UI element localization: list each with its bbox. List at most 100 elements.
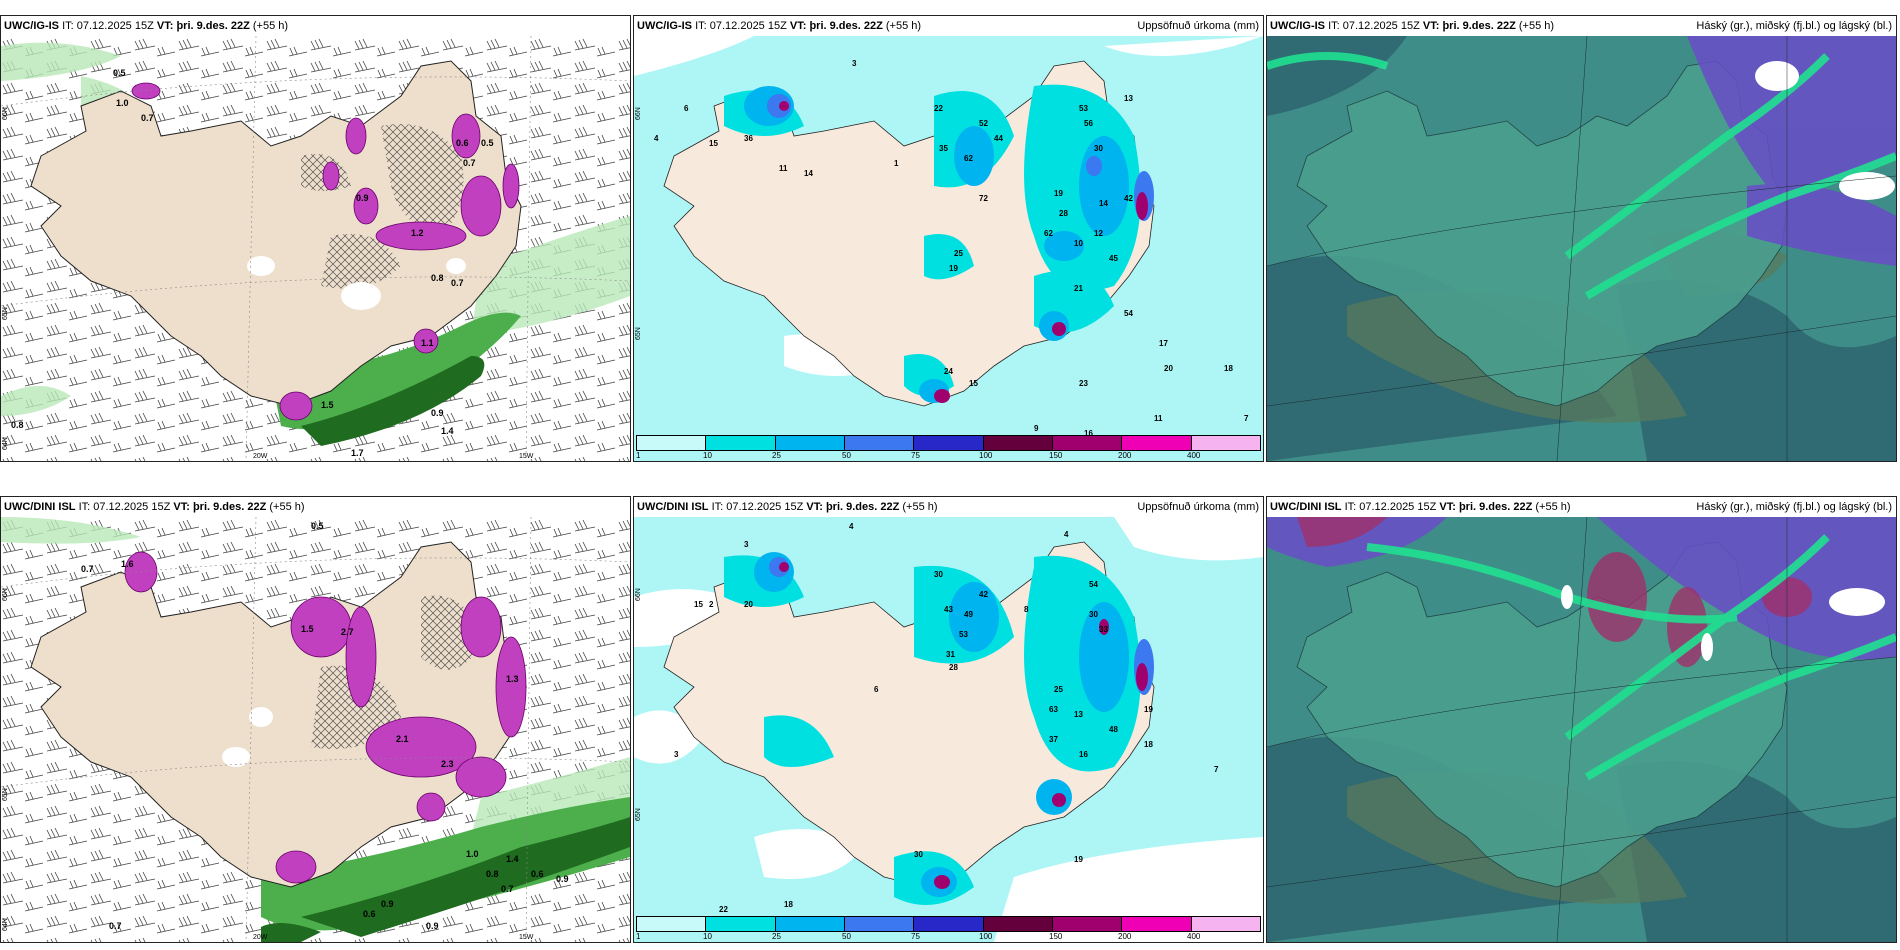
colorbar-swatch	[1122, 436, 1192, 450]
snow-label: 1.4	[441, 426, 454, 436]
lead-time: (+55 h)	[1535, 501, 1571, 513]
precip-label: 37	[1049, 735, 1058, 744]
it-label: IT:	[62, 20, 74, 32]
init-time: 07.12.2025 15Z	[709, 20, 787, 32]
snow-panel-row2: UWC/DINI ISL IT: 07.12.2025 15Z VT: þri.…	[0, 496, 631, 943]
snow-label: 0.6	[531, 869, 544, 879]
precip-label: 20	[1164, 364, 1173, 373]
precip-label: 10	[1074, 239, 1083, 248]
panel-header: UWC/DINI ISL IT: 07.12.2025 15Z VT: þri.…	[1, 497, 630, 517]
precip-label: 35	[939, 144, 948, 153]
snow-label: 1.0	[466, 849, 479, 859]
valid-time: þri. 9.des. 22Z	[1442, 20, 1516, 32]
colorbar-ticks: 1 10 25 50 75 100 150 200 400	[636, 451, 1261, 461]
precip-label: 19	[1054, 189, 1063, 198]
snow-label: 0.9	[431, 408, 444, 418]
init-time: 07.12.2025 15Z	[1359, 501, 1437, 513]
precip-label: 16	[1079, 750, 1088, 759]
snow-label: 1.5	[321, 400, 334, 410]
precip-label: 8	[1024, 605, 1029, 614]
panel-header: UWC/DINI ISL IT: 07.12.2025 15Z VT: þri.…	[634, 497, 1263, 517]
panel-header: UWC/IG-IS IT: 07.12.2025 15Z VT: þri. 9.…	[634, 16, 1263, 36]
lon-label: 20W	[253, 453, 268, 460]
it-label: IT:	[78, 501, 91, 513]
precip-label: 19	[1074, 855, 1083, 864]
vt-label: VT:	[1439, 501, 1456, 513]
precip-label: 72	[979, 194, 988, 203]
precip-colorbar	[636, 916, 1261, 932]
precip-label: 15	[709, 139, 718, 148]
precip-panel-row1: UWC/IG-IS IT: 07.12.2025 15Z VT: þri. 9.…	[633, 15, 1264, 462]
colorbar-swatch	[983, 917, 1053, 931]
colorbar-ticks: 1 10 25 50 75 100 150 200 400	[636, 932, 1261, 942]
colorbar-tick: 25	[772, 451, 781, 460]
precip-label: 56	[1084, 119, 1093, 128]
precip-label: 19	[1144, 705, 1153, 714]
colorbar-swatch	[844, 436, 915, 450]
lat-label: 65N	[2, 307, 9, 320]
model-name: UWC/IG-IS	[637, 20, 692, 32]
colorbar-swatch	[1122, 917, 1192, 931]
precip-label: 25	[1054, 685, 1063, 694]
precip-label: 62	[1044, 229, 1053, 238]
lat-label: 65N	[635, 808, 642, 821]
colorbar-tick: 400	[1187, 932, 1201, 941]
vt-label: VT:	[789, 20, 807, 32]
snow-label: 0.7	[141, 113, 154, 123]
precip-label: 6	[874, 685, 879, 694]
cloud-panel-row2: UWC/DINI ISL IT: 07.12.2025 15Z VT: þri.…	[1266, 496, 1897, 943]
colorbar-tick: 10	[703, 451, 712, 460]
vt-label: VT:	[156, 20, 174, 32]
precip-label: 23	[1079, 379, 1088, 388]
cloud-map	[1267, 517, 1896, 942]
valid-time: þri. 9.des. 22Z	[825, 501, 900, 513]
precip-label: 18	[1224, 364, 1233, 373]
snow-label: 0.5	[113, 68, 126, 78]
lead-time: (+55 h)	[885, 20, 922, 32]
precip-label: 52	[979, 119, 988, 128]
snow-panel-row1: UWC/IG-IS IT: 07.12.2025 15Z VT: þri. 9.…	[0, 15, 631, 462]
precip-label: 31	[946, 650, 955, 659]
colorbar-swatch	[1052, 436, 1123, 450]
snow-label: 2.7	[341, 627, 354, 637]
lon-label: 15W	[519, 453, 534, 460]
colorbar-tick: 200	[1118, 451, 1132, 460]
snow-label: 1.6	[121, 559, 134, 569]
snow-label: 0.7	[81, 564, 94, 574]
snow-label: 0.7	[109, 921, 122, 931]
panel-header: UWC/IG-IS IT: 07.12.2025 15Z VT: þri. 9.…	[1, 16, 630, 36]
precip-label: 11	[1154, 414, 1163, 423]
precip-label: 15	[694, 600, 703, 609]
snow-label: 0.9	[556, 874, 569, 884]
lat-label: 64N	[2, 918, 9, 931]
it-label: IT:	[1328, 20, 1340, 32]
precip-label: 9	[1034, 424, 1039, 433]
colorbar-swatch	[775, 917, 845, 931]
colorbar-swatch	[844, 917, 915, 931]
snow-label: 0.8	[431, 273, 444, 283]
snow-label: 0.7	[501, 884, 514, 894]
precip-label: 22	[719, 905, 728, 914]
model-name: UWC/DINI ISL	[637, 501, 709, 513]
snow-label: 0.8	[11, 420, 24, 430]
precip-label: 18	[784, 900, 793, 909]
valid-time: þri. 9.des. 22Z	[192, 501, 267, 513]
precip-label: 30	[1089, 610, 1098, 619]
colorbar-swatch	[706, 436, 776, 450]
precip-label: 17	[1159, 339, 1168, 348]
lon-label: 20W	[253, 934, 268, 941]
model-name: UWC/DINI ISL	[1270, 501, 1342, 513]
precip-label: 14	[804, 169, 813, 178]
colorbar-swatch	[706, 917, 776, 931]
snow-label: 0.8	[486, 869, 499, 879]
init-time: 07.12.2025 15Z	[1342, 20, 1420, 32]
snow-label: 2.3	[441, 759, 454, 769]
model-name: UWC/IG-IS	[1270, 20, 1325, 32]
precip-label: 25	[954, 249, 963, 258]
precip-label: 48	[1109, 725, 1118, 734]
precip-label: 13	[1124, 94, 1133, 103]
snow-map: 0.5 1.0 0.7 0.6 0.5 0.7 0.9 1.2 0.8 0.7 …	[1, 36, 630, 461]
colorbar-swatch	[637, 436, 707, 450]
precip-label: 53	[1079, 104, 1088, 113]
lat-label: 66N	[635, 107, 642, 120]
